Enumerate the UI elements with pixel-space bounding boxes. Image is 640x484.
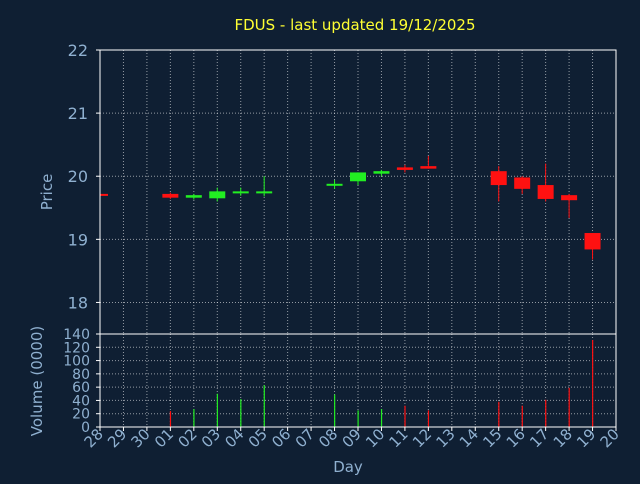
x-tick-label: 20	[597, 425, 623, 451]
volume-tick-label: 100	[63, 354, 90, 370]
price-panel: 18 19 20 21 22	[68, 41, 617, 335]
candle-body	[373, 171, 390, 174]
x-tick-label: 16	[503, 425, 529, 451]
volume-bar	[334, 394, 336, 427]
x-tick-label: 17	[526, 425, 552, 451]
volume-bar	[568, 387, 570, 427]
x-tick-label: 11	[386, 425, 412, 451]
x-tick-label: 14	[456, 425, 482, 451]
candle-body	[420, 166, 437, 169]
volume-tick-label: 0	[81, 420, 90, 436]
volume-tick-label: 120	[63, 340, 90, 356]
price-tick-label: 19	[68, 230, 88, 249]
volume-bar	[545, 399, 547, 427]
volume-tick-label: 20	[72, 407, 90, 423]
x-tick-label: 29	[104, 425, 130, 451]
candle-body	[100, 193, 108, 196]
volume-tick-label: 60	[72, 380, 90, 396]
candle-body	[162, 193, 179, 198]
price-tick-label: 18	[68, 293, 88, 312]
candle-body	[561, 195, 578, 201]
candle-body	[209, 191, 226, 199]
candle-body	[326, 183, 343, 186]
candle-body	[185, 195, 202, 198]
volume-bar	[357, 410, 359, 427]
volume-bar	[521, 405, 523, 427]
candle-body	[537, 185, 554, 199]
x-tick-label: 18	[550, 425, 576, 451]
candle-body	[584, 233, 601, 250]
volume-bar	[404, 405, 406, 427]
volume-bar	[169, 411, 172, 427]
volume-tick-label: 140	[63, 327, 90, 343]
price-tick-label: 20	[68, 167, 88, 186]
x-tick-label: 30	[128, 425, 154, 451]
volume-tick-label: 80	[72, 367, 90, 383]
volume-bar	[592, 339, 594, 427]
volume-bar	[216, 393, 218, 427]
x-tick-label: 01	[151, 425, 177, 451]
x-tick-label: 07	[292, 425, 318, 451]
x-axis: 2829300102030405060708091011121314151617…	[81, 425, 623, 451]
volume-tick-label: 40	[72, 393, 90, 409]
candle-body	[514, 177, 531, 189]
volume-bar	[427, 410, 430, 427]
x-tick-label: 15	[479, 425, 505, 451]
volume-bar	[380, 409, 383, 427]
price-tick-label: 22	[68, 41, 88, 60]
x-tick-label: 05	[245, 425, 271, 451]
x-tick-label: 08	[315, 425, 341, 451]
candle-body	[256, 191, 273, 194]
volume-bar	[193, 409, 195, 427]
candle-body	[350, 172, 366, 182]
volume-bar	[263, 385, 265, 427]
candle-body	[396, 167, 413, 170]
price-axis-label: Price	[38, 174, 56, 211]
volume-axis-label: Volume (0000)	[28, 326, 46, 436]
volume-bar	[240, 399, 242, 427]
x-tick-label: 04	[221, 425, 247, 451]
candle-body	[232, 191, 249, 194]
volume-bar	[498, 401, 500, 427]
chart-title: FDUS - last updated 19/12/2025	[234, 16, 475, 34]
x-tick-label: 19	[573, 425, 599, 451]
x-tick-label: 03	[198, 425, 224, 451]
x-tick-label: 06	[268, 425, 294, 451]
candle-body	[490, 171, 507, 186]
x-tick-label: 09	[339, 425, 365, 451]
x-tick-label: 02	[174, 425, 200, 451]
x-tick-label: 13	[432, 425, 458, 451]
x-tick-label: 10	[362, 425, 388, 451]
x-axis-label: Day	[333, 458, 363, 476]
x-tick-label: 12	[409, 425, 435, 451]
price-tick-label: 21	[68, 104, 88, 123]
